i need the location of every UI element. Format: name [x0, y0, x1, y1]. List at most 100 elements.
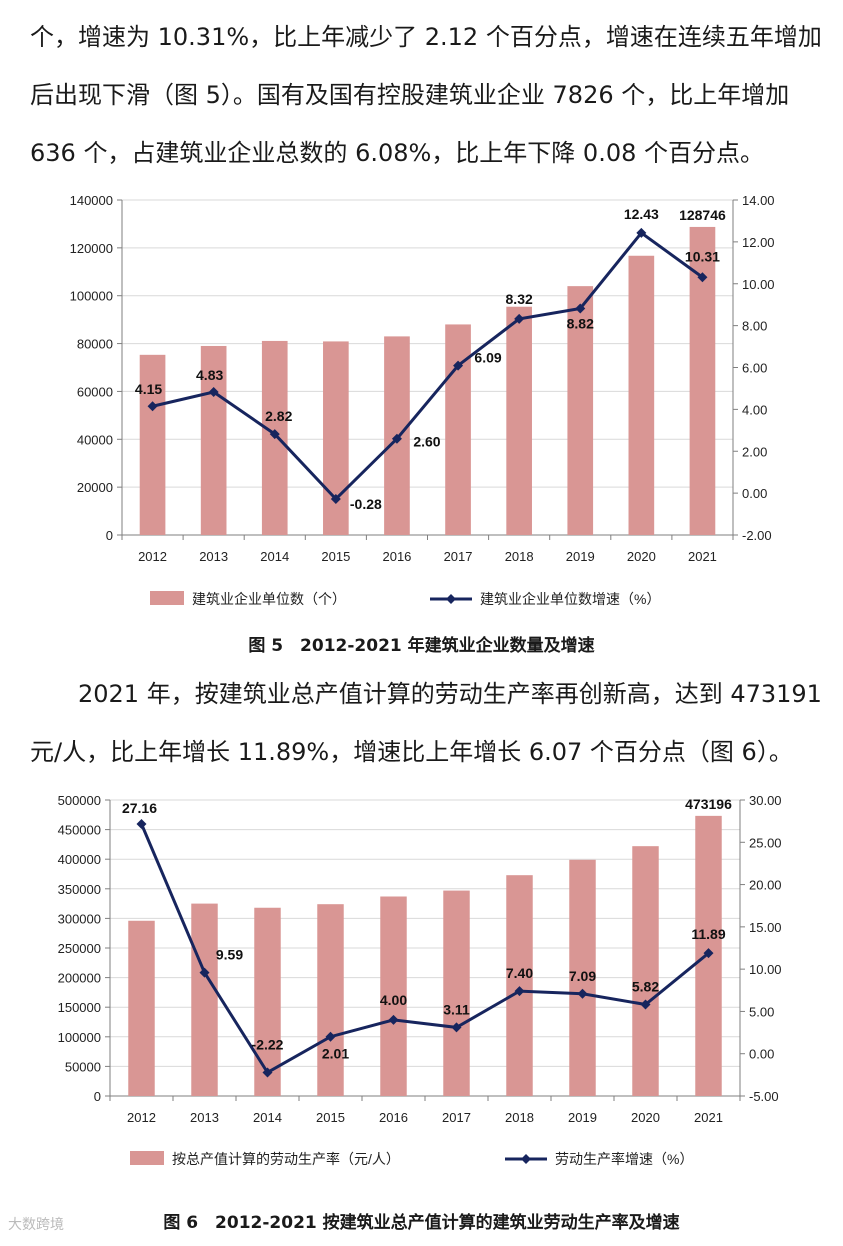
figure-5-caption: 图 5 2012-2021 年建筑业企业数量及增速	[248, 636, 595, 656]
left-tick-label: 250000	[58, 941, 101, 956]
line-data-label: -2.22	[252, 1036, 284, 1052]
left-tick-label: 0	[106, 528, 113, 543]
growth-line	[152, 230, 704, 502]
line-data-label: 27.16	[122, 800, 157, 816]
right-tick-label: -5.00	[749, 1089, 779, 1104]
line-data-label: 12.43	[624, 206, 659, 222]
line-data-label: 6.09	[474, 350, 501, 366]
bar	[191, 903, 218, 1096]
line-point	[453, 360, 464, 371]
bar	[254, 907, 281, 1096]
legend-marker	[446, 594, 456, 604]
line-point	[703, 948, 714, 959]
right-tick-label: 20.00	[749, 878, 782, 893]
right-tick-label: -2.00	[742, 528, 772, 543]
left-tick-label: 0	[94, 1089, 101, 1104]
x-tick-label: 2016	[382, 549, 411, 564]
line-point	[391, 433, 402, 444]
bar	[569, 859, 596, 1096]
bar	[323, 341, 349, 535]
legend-label-bar: 建筑业企业单位数（个）	[192, 591, 346, 607]
line-point	[514, 986, 525, 997]
left-tick-label: 120000	[70, 241, 113, 256]
bar	[506, 875, 533, 1096]
x-tick-label: 2014	[253, 1110, 282, 1125]
line-point	[577, 988, 588, 999]
line-data-label: 2.01	[322, 1046, 349, 1062]
line-data-label: 10.31	[685, 248, 720, 264]
line-point	[575, 303, 586, 314]
line-data-label: 9.59	[216, 947, 243, 963]
right-tick-label: 30.00	[749, 793, 782, 808]
line-data-label: 8.82	[567, 315, 594, 331]
figure-6-caption: 图 6 2012-2021 按建筑业总产值计算的建筑业劳动生产率及增速	[163, 1213, 680, 1233]
left-tick-label: 400000	[58, 852, 101, 867]
line-point	[514, 313, 525, 324]
bar	[443, 890, 470, 1096]
x-tick-label: 2014	[260, 549, 289, 564]
left-tick-label: 80000	[77, 337, 113, 352]
x-tick-label: 2012	[127, 1110, 156, 1125]
x-tick-label: 2021	[694, 1110, 723, 1125]
left-tick-label: 100000	[58, 1030, 101, 1045]
bar	[128, 920, 155, 1096]
left-tick-label: 200000	[58, 971, 101, 986]
line-point	[451, 1022, 462, 1033]
line-data-label: 11.89	[691, 926, 725, 942]
right-tick-label: 10.00	[749, 962, 782, 977]
x-tick-label: 2015	[316, 1110, 345, 1125]
paragraph-1-line: 后出现下滑（图 5）。国有及国有控股建筑业企业 7826 个，比上年增加	[30, 81, 790, 109]
bar	[317, 904, 344, 1096]
legend-swatch-bar	[130, 1151, 164, 1165]
legend-label-line: 劳动生产率增速（%）	[555, 1151, 693, 1167]
line-data-label: 4.00	[380, 992, 407, 1008]
line-point	[697, 272, 708, 283]
line-point	[262, 1067, 273, 1078]
line-data-label: 7.09	[569, 968, 596, 984]
left-tick-label: 150000	[58, 1000, 101, 1015]
bar	[445, 324, 471, 535]
line-point	[269, 429, 280, 440]
line-point	[147, 401, 158, 412]
legend-marker	[521, 1154, 531, 1164]
x-tick-label: 2013	[190, 1110, 219, 1125]
bar-data-label: 128746	[679, 207, 726, 223]
bar	[506, 306, 532, 535]
left-tick-label: 50000	[65, 1059, 101, 1074]
watermark-logo: 大数跨境	[8, 1217, 64, 1233]
line-point	[199, 967, 210, 978]
right-tick-label: 8.00	[742, 319, 767, 334]
bar	[632, 846, 659, 1096]
paragraph-1: 个，增速为 10.31%，比上年减少了 2.12 个百分点，增速在连续五年增加 …	[30, 8, 830, 182]
left-tick-label: 500000	[58, 793, 101, 808]
x-tick-label: 2018	[505, 1110, 534, 1125]
x-tick-label: 2020	[627, 549, 656, 564]
line-data-label: 3.11	[443, 1001, 470, 1017]
line-point	[640, 999, 651, 1010]
x-tick-label: 2019	[566, 549, 595, 564]
paragraph-1-line: 636 个，占建筑业企业总数的 6.08%，比上年下降 0.08 个百分点。	[30, 139, 765, 167]
bar	[200, 345, 227, 535]
right-tick-label: 15.00	[749, 920, 782, 935]
line-data-label: 2.82	[265, 408, 292, 424]
x-tick-label: 2016	[379, 1110, 408, 1125]
right-tick-label: 2.00	[742, 444, 767, 459]
bar	[380, 896, 407, 1096]
x-tick-label: 2020	[631, 1110, 660, 1125]
right-tick-label: 10.00	[742, 277, 775, 292]
left-tick-label: 350000	[58, 882, 101, 897]
x-tick-label: 2015	[321, 549, 350, 564]
right-tick-label: 0.00	[742, 486, 767, 501]
paragraph-2-line: 元/人，比上年增长 11.89%，增速比上年增长 6.07 个百分点（图 6）。	[30, 738, 793, 766]
bar	[567, 286, 594, 535]
line-data-label: 5.82	[632, 978, 659, 994]
left-tick-label: 140000	[70, 193, 113, 208]
line-point	[330, 493, 341, 504]
right-tick-label: 0.00	[749, 1047, 774, 1062]
x-tick-label: 2017	[444, 549, 473, 564]
line-data-label: 8.32	[506, 291, 533, 307]
right-tick-label: 6.00	[742, 361, 767, 376]
line-point	[388, 1014, 399, 1025]
x-tick-label: 2013	[199, 549, 228, 564]
chart-enterprise-count: 0 20000 40000 60000 80000 100000 120000 140000 -…	[70, 193, 775, 607]
